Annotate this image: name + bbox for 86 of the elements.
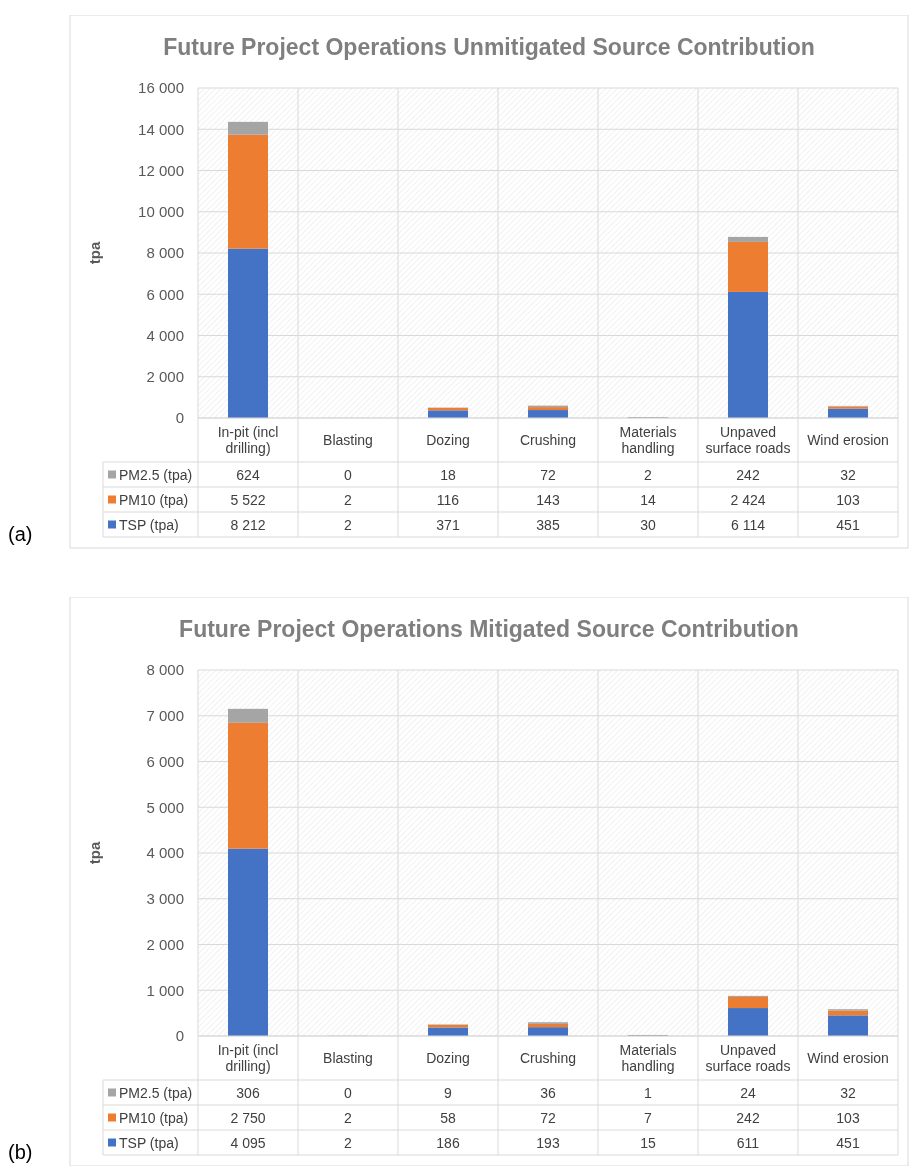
legend-label: PM10 (tpa)	[119, 1109, 189, 1126]
data-label: 6 114	[731, 516, 766, 533]
data-label: 186	[436, 1134, 460, 1151]
data-label: 2	[344, 491, 353, 508]
y-tick-label: 2 000	[146, 935, 184, 953]
data-label: 2	[344, 516, 353, 533]
text: (b)	[8, 1141, 33, 1163]
y-axis-title: tpa	[86, 241, 103, 265]
x-tick-label: In-pit (incl drilling)	[217, 424, 279, 456]
data-label: 7	[644, 1109, 653, 1126]
data-label: 8 212	[230, 516, 266, 533]
data-label: 143	[536, 491, 560, 508]
data-label: 0	[344, 1084, 353, 1101]
data-label: 36	[540, 1084, 556, 1101]
x-tick-label: Crushing	[519, 432, 577, 448]
data-label: 4 095	[230, 1134, 266, 1151]
y-tick-label: 10 000	[138, 203, 184, 221]
x-tick-label: Materials handling	[619, 1042, 677, 1074]
y-tick-label: 1 000	[146, 981, 184, 999]
x-tick-label: Crushing	[519, 1050, 577, 1066]
y-tick-label: 16 000	[138, 79, 184, 97]
x-tick-label: Blasting	[323, 432, 373, 448]
legend-label: PM2.5 (tpa)	[119, 466, 193, 483]
y-tick-label: 8 000	[146, 244, 184, 262]
data-label: 72	[540, 1109, 556, 1126]
data-label: 385	[536, 516, 560, 533]
x-tick-label: Dozing	[426, 432, 470, 448]
data-label: 30	[640, 516, 656, 533]
data-label: 32	[840, 1084, 856, 1101]
y-tick-label: 5 000	[146, 798, 184, 816]
data-label: 103	[836, 491, 860, 508]
y-tick-label: 12 000	[138, 161, 184, 179]
data-label: 9	[444, 1084, 453, 1101]
data-label: 103	[836, 1109, 860, 1126]
data-label: 2	[344, 1134, 353, 1151]
y-tick-label: 6 000	[146, 285, 184, 303]
data-label: 624	[236, 466, 260, 483]
data-label: 0	[344, 466, 353, 483]
data-label: 451	[836, 516, 860, 533]
x-tick-label: Dozing	[426, 1050, 470, 1066]
legend-label: TSP (tpa)	[119, 1134, 179, 1151]
y-tick-label: 0	[175, 409, 184, 427]
y-tick-label: 14 000	[138, 120, 184, 138]
x-tick-label: Wind erosion	[807, 432, 889, 448]
x-tick-label: Wind erosion	[807, 1050, 889, 1066]
y-axis-title: tpa	[86, 841, 103, 865]
data-label: 116	[436, 491, 460, 508]
legend-label: PM10 (tpa)	[119, 491, 189, 508]
data-label: 14	[640, 491, 656, 508]
y-tick-label: 0	[175, 1027, 184, 1045]
x-tick-label: In-pit (incl drilling)	[217, 1042, 279, 1074]
data-label: 611	[736, 1134, 760, 1151]
data-label: 2 424	[730, 491, 766, 508]
legend-label: TSP (tpa)	[119, 516, 179, 533]
data-label: 5 522	[230, 491, 266, 508]
y-tick-label: 8 000	[146, 661, 184, 679]
x-tick-label: Unpaved surface roads	[705, 1042, 791, 1074]
x-tick-label: Unpaved surface roads	[705, 424, 791, 456]
y-tick-label: 7 000	[146, 707, 184, 725]
chart-title: Future Project Operations Mitigated Source Contribution	[179, 616, 799, 642]
y-tick-label: 6 000	[146, 752, 184, 770]
x-tick-label: Blasting	[323, 1050, 373, 1066]
data-label: 306	[236, 1084, 260, 1101]
legend-label: PM2.5 (tpa)	[119, 1084, 193, 1101]
y-tick-label: 4 000	[146, 326, 184, 344]
data-label: 371	[436, 516, 460, 533]
data-label: 2	[344, 1109, 353, 1126]
data-label: 72	[540, 466, 556, 483]
y-tick-label: 2 000	[146, 368, 184, 386]
x-tick-label: Materials handling	[619, 424, 677, 456]
y-tick-label: 4 000	[146, 844, 184, 862]
data-label: 32	[840, 466, 856, 483]
data-label: 242	[736, 1109, 760, 1126]
data-label: 58	[440, 1109, 456, 1126]
data-label: 2 750	[230, 1109, 266, 1126]
data-label: 24	[740, 1084, 756, 1101]
data-label: 451	[836, 1134, 860, 1151]
data-label: 18	[440, 466, 456, 483]
data-label: 193	[536, 1134, 560, 1151]
data-label: 2	[644, 466, 653, 483]
chart-title: Future Project Operations Unmitigated Source Contribution	[163, 34, 815, 60]
data-label: 242	[736, 466, 760, 483]
data-label: 1	[644, 1084, 653, 1101]
data-label: 15	[640, 1134, 656, 1151]
y-tick-label: 3 000	[146, 890, 184, 908]
text: (a)	[8, 523, 33, 545]
